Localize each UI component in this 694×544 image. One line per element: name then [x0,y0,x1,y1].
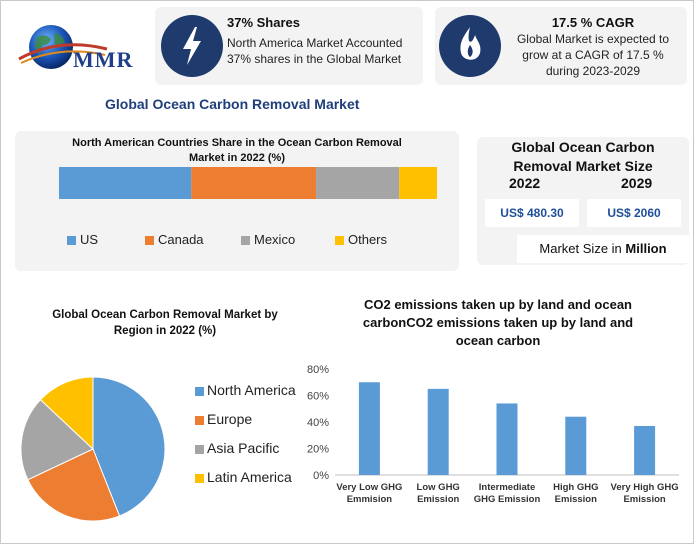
legend-swatch-mexico [241,236,250,245]
x-tick-label: Emission [623,494,665,505]
x-tick-label: Very High GHG [611,482,679,493]
x-tick-label: Emmision [347,494,393,505]
legend-label-mexico: Mexico [254,232,296,247]
pie-legend-label-north-america: North America [207,382,296,398]
market-size-year-start: 2022 [509,175,541,191]
logo: MMR [15,21,145,77]
stat-share-title: 37% Shares [227,15,300,30]
x-tick-label: Very Low GHG [336,482,402,493]
globe-icon [18,25,108,69]
legend-label-us: US [80,232,99,247]
stacked-segment-canada [191,167,317,199]
stat-card-cagr: 17.5 % CAGR Global Market is expected to… [435,7,687,85]
x-tick-label: Low GHG [417,482,460,493]
bar-very-high-ghg-emission [634,425,656,475]
x-tick-label: Emission [555,494,597,505]
stat-cagr-desc-1: Global Market is expected to [516,32,670,46]
stat-cagr-desc-3: during 2023-2029 [545,64,641,78]
y-tick-label: 80% [307,364,329,376]
market-size-title-1: Global Ocean Carbon [511,139,655,155]
market-size-unit-prefix: Market Size in [539,241,626,256]
page-title: Global Ocean Carbon Removal Market [105,96,360,112]
market-size-unit: Market Size in Million [517,235,689,263]
stacked-segment-us [59,167,192,199]
market-size-value-end: US$ 2060 [587,199,681,227]
country-chart-title-1: North American Countries Share in the Oc… [72,137,402,149]
legend-swatch-us [67,236,76,245]
market-size-value-start: US$ 480.30 [485,199,579,227]
stat-cagr-desc-2: grow at a CAGR of 17.5 % [522,48,664,62]
bar-low-ghg-emission [427,388,449,475]
bar-chart-title-1: CO2 emissions taken up by land and ocean [363,297,633,312]
country-chart-title-2: Market in 2022 (%) [189,152,285,164]
pie-slice-north-america [92,376,166,517]
stacked-bar-legend: US Canada Mexico Others [15,231,459,253]
pie-legend-swatch-north-america [195,387,204,396]
stat-share-desc-1: North America Market Accounted [227,36,403,50]
pie-slice-latin-america [39,376,94,451]
bar-high-ghg-emission [565,416,587,475]
bar-chart-title-2: carbonCO2 emissions taken up by land and [362,315,634,330]
x-tick-label: Intermediate [479,482,536,493]
pie-legend-swatch-asia-pacific [195,445,204,454]
x-tick-label: Emission [417,494,459,505]
pie-legend-label-europe: Europe [207,411,253,427]
stacked-segment-others [399,167,437,199]
pie-slice-europe [27,448,121,522]
bar-intermediate-ghg-emission [496,403,518,475]
pie-legend-label-latin-america: Latin America [207,469,292,485]
pie-legend-swatch-europe [195,416,204,425]
x-tick-label: High GHG [553,482,598,493]
market-size-title-2: Removal Market Size [513,158,653,174]
market-size-panel: Global Ocean Carbon Removal Market Size … [477,137,689,265]
pie-chart-title-2: Region in 2022 (%) [113,325,217,337]
legend-label-canada: Canada [158,232,204,247]
y-tick-label: 20% [307,444,329,456]
pie-slice-asia-pacific [20,399,94,481]
logo-text: MMR [73,47,134,72]
stat-card-share: 37% Shares North America Market Accounte… [155,7,423,85]
legend-swatch-canada [145,236,154,245]
stacked-segment-mexico [316,167,400,199]
legend-label-others: Others [348,232,388,247]
legend-swatch-others [335,236,344,245]
lightning-icon [161,15,223,77]
pie-legend: North America Europe Asia Pacific Latin Ame… [191,379,311,499]
flame-icon [439,15,501,77]
y-tick-label: 0% [313,470,329,482]
pie-chart-title-1: Global Ocean Carbon Removal Market by [52,309,278,321]
pie-legend-label-asia-pacific: Asia Pacific [207,440,280,456]
y-tick-label: 40% [307,417,329,429]
bar-very-low-ghg-emmision [358,382,380,475]
x-tick-label: GHG Emission [474,494,541,505]
stat-cagr-title: 17.5 % CAGR [551,15,635,30]
pie-chart [20,376,166,522]
y-tick-label: 60% [307,391,329,403]
market-size-year-end: 2029 [621,175,653,191]
country-share-panel: North American Countries Share in the Oc… [15,131,459,271]
bar-chart-title-3: ocean carbon [455,333,541,348]
stacked-bar-chart [59,167,437,199]
stat-share-desc-2: 37% shares in the Global Market [227,52,402,66]
market-size-unit-bold: Million [625,241,667,256]
pie-legend-swatch-latin-america [195,474,204,483]
